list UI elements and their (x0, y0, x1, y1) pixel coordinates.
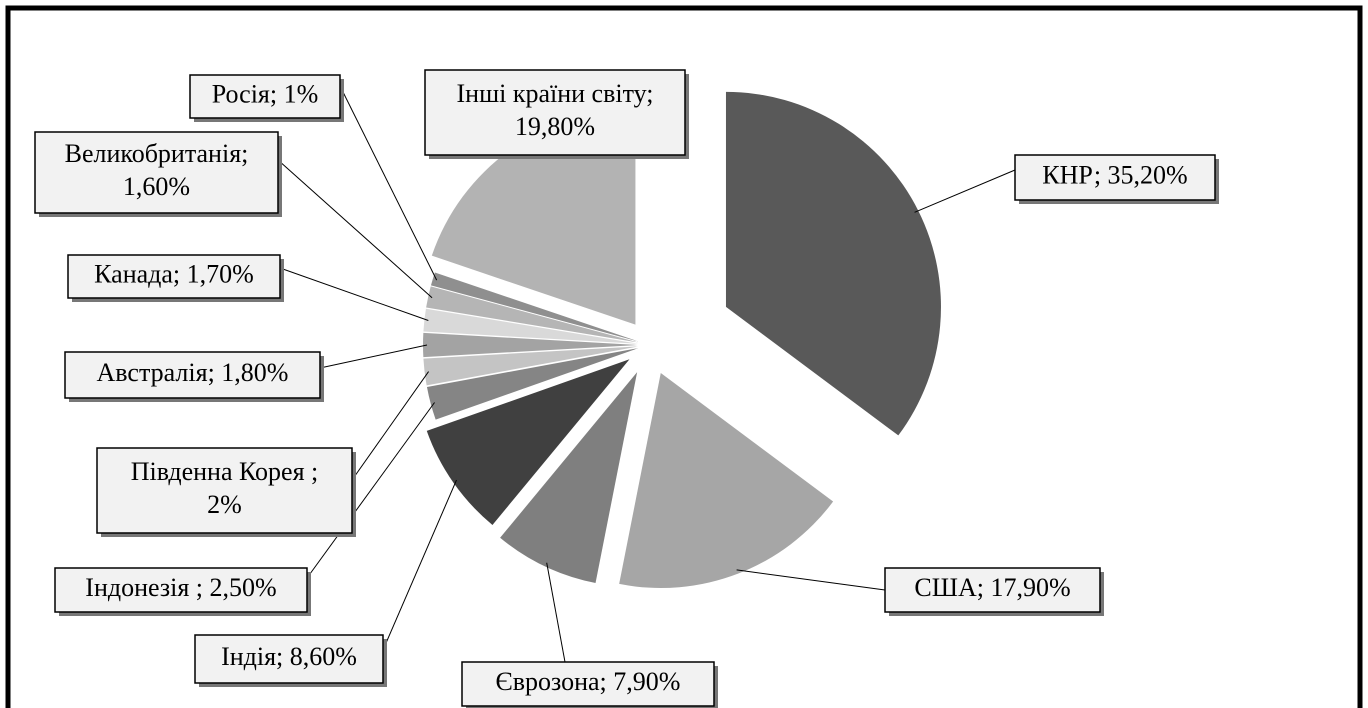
pie-slice (426, 286, 639, 343)
leader-line (351, 371, 429, 481)
data-label: Індонезія ; 2,50% (85, 573, 276, 602)
label-box (34, 131, 279, 214)
data-label: Великобританія; (65, 139, 249, 168)
leader-line (339, 85, 438, 281)
pie-slice (423, 332, 638, 358)
pie-slice (725, 91, 941, 436)
leader-line (382, 479, 457, 651)
pie-slice (423, 346, 639, 386)
label-box (54, 567, 308, 613)
label-box (194, 634, 384, 684)
label-box (1014, 154, 1216, 201)
data-label: 1,60% (123, 172, 190, 201)
leader-line (319, 344, 428, 369)
leader-line (736, 569, 886, 591)
pie-slice (619, 372, 834, 588)
pie-slice (431, 109, 636, 325)
pie-slice (500, 372, 638, 584)
pie-slice (430, 272, 639, 342)
leader-line (279, 267, 429, 322)
data-label: США; 17,90% (914, 573, 1070, 602)
label-box (96, 447, 353, 534)
data-label: КНР; 35,20% (1042, 160, 1187, 189)
data-label: Південна Корея ; (131, 457, 319, 486)
data-label: Росія; 1% (212, 79, 319, 108)
data-label: 2% (207, 490, 242, 519)
data-label: 19,80% (515, 112, 595, 141)
data-label: Канада; 1,70% (94, 259, 254, 288)
label-box (424, 69, 686, 156)
leader-line (546, 562, 566, 663)
leader-line (306, 402, 435, 579)
label-box (67, 254, 281, 299)
leader-line (277, 159, 433, 299)
leader-line (914, 169, 1016, 213)
data-label: Австралія; 1,80% (97, 358, 289, 387)
data-label: Інші країни світу; (457, 79, 654, 108)
label-box (64, 351, 321, 399)
pie-slice (423, 308, 639, 344)
data-label: Індія; 8,60% (221, 642, 357, 671)
pie-slice (426, 348, 639, 420)
label-box (884, 567, 1101, 613)
label-box (461, 661, 715, 707)
label-box (189, 74, 341, 119)
pie-slice (426, 359, 630, 525)
data-label: Єврозона; 7,90% (496, 667, 681, 696)
